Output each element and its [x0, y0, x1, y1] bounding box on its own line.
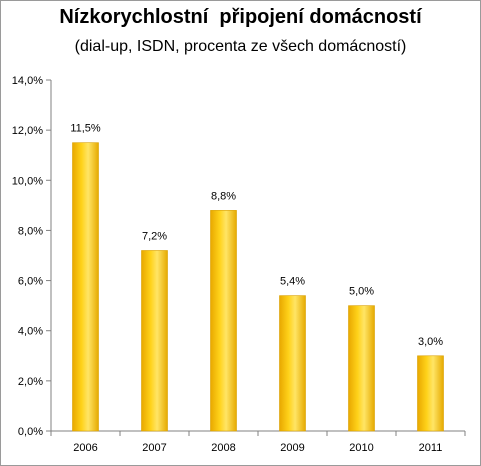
y-tick-label: 0,0%	[18, 426, 43, 438]
labels: 2006 11,5% 2007 7,2% 2008 8,8% 2009 5,4% 2010 5,0…	[70, 123, 443, 454]
data-label: 5,4%	[280, 276, 305, 288]
y-tick-label: 2,0%	[18, 376, 43, 388]
data-label: 5,0%	[349, 286, 374, 298]
data-label: 11,5%	[70, 123, 101, 135]
y-tick-label: 6,0%	[18, 276, 43, 288]
bar	[210, 210, 237, 432]
y-tick-label: 8,0%	[18, 225, 43, 237]
data-label: 3,0%	[418, 336, 443, 348]
bars	[72, 142, 444, 432]
data-label: 8,8%	[211, 190, 236, 202]
y-tick-label: 12,0%	[12, 125, 43, 137]
x-tick-label: 2007	[142, 442, 166, 454]
x-tick-label: 2008	[211, 442, 235, 454]
chart-title: Nízkorychlostní připojení domácností	[59, 6, 422, 28]
data-label: 7,2%	[142, 230, 167, 242]
y-tick-label: 14,0%	[12, 75, 43, 87]
x-tick-label: 2010	[349, 442, 373, 454]
bar	[348, 305, 375, 432]
y-tick-label: 10,0%	[12, 175, 43, 187]
bar	[417, 355, 444, 432]
y-tick-label: 4,0%	[18, 326, 43, 338]
bar	[72, 142, 99, 432]
bar	[141, 250, 168, 432]
x-tick-label: 2006	[73, 442, 97, 454]
x-tick-label: 2011	[419, 442, 443, 454]
axes: 0,0% 2,0% 4,0% 6,0% 8,0% 10,0% 12,0% 14,0%	[12, 75, 466, 438]
x-tick-label: 2009	[280, 442, 304, 454]
chart-subtitle: (dial-up, ISDN, procenta ze všech domácn…	[74, 38, 407, 55]
bar	[279, 295, 306, 432]
